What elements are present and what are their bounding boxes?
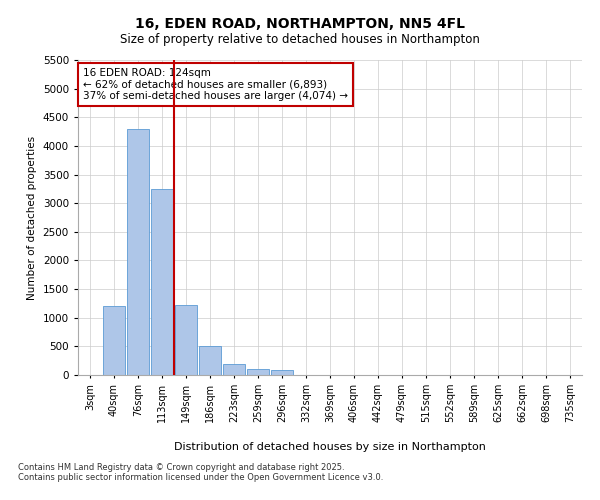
Text: Distribution of detached houses by size in Northampton: Distribution of detached houses by size … [174, 442, 486, 452]
Text: 16 EDEN ROAD: 124sqm
← 62% of detached houses are smaller (6,893)
37% of semi-de: 16 EDEN ROAD: 124sqm ← 62% of detached h… [83, 68, 348, 101]
Y-axis label: Number of detached properties: Number of detached properties [27, 136, 37, 300]
Bar [223, 364, 245, 375]
Bar [247, 370, 269, 375]
Text: Contains HM Land Registry data © Crown copyright and database right 2025.: Contains HM Land Registry data © Crown c… [18, 463, 344, 472]
Bar [151, 189, 173, 375]
Text: 16, EDEN ROAD, NORTHAMPTON, NN5 4FL: 16, EDEN ROAD, NORTHAMPTON, NN5 4FL [135, 18, 465, 32]
Bar [271, 370, 293, 375]
Bar [103, 306, 125, 375]
Bar [199, 346, 221, 375]
Text: Size of property relative to detached houses in Northampton: Size of property relative to detached ho… [120, 32, 480, 46]
Bar [127, 128, 149, 375]
Bar [175, 305, 197, 375]
Text: Contains public sector information licensed under the Open Government Licence v3: Contains public sector information licen… [18, 473, 383, 482]
